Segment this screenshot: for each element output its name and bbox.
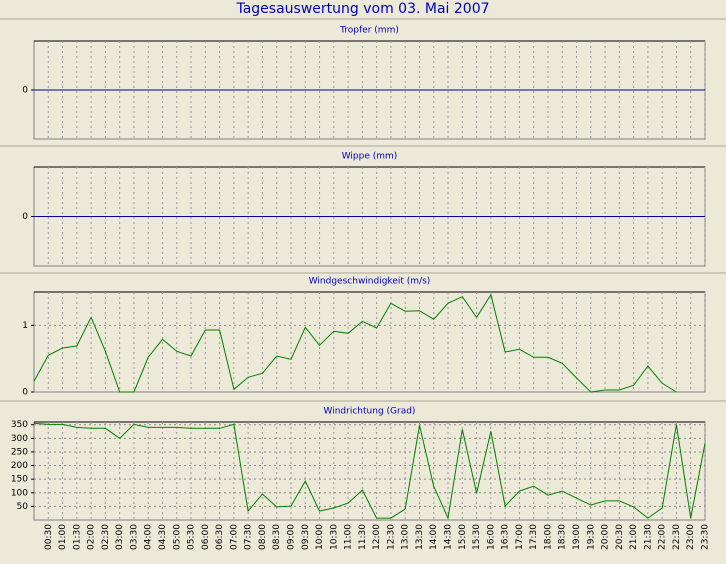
x-tick-label: 13:30 <box>415 524 425 550</box>
x-tick-label: 21:00 <box>629 524 639 550</box>
x-tick-label: 03:00 <box>115 524 125 550</box>
y-tick-label: 0 <box>22 212 28 222</box>
x-tick-label: 16:00 <box>486 524 496 550</box>
plot-area <box>33 421 706 521</box>
x-tick-label: 08:30 <box>272 524 282 550</box>
x-tick-label: 12:00 <box>372 524 382 550</box>
y-tick-label: 150 <box>11 475 28 485</box>
line-series <box>33 422 706 520</box>
y-tick-label: 0 <box>22 388 28 398</box>
y-tick-label: 200 <box>11 461 28 471</box>
x-tick-label: 07:30 <box>244 524 254 550</box>
x-tick-label: 20:30 <box>615 524 625 550</box>
x-tick-label: 21:30 <box>643 524 653 550</box>
x-tick-label: 02:00 <box>87 524 97 550</box>
x-tick-label: 17:30 <box>529 524 539 550</box>
page-title: Tagesauswertung vom 03. Mai 2007 <box>235 1 489 17</box>
x-tick-label: 14:00 <box>429 524 439 550</box>
x-tick-label: 23:00 <box>686 524 696 550</box>
x-tick-label: 03:30 <box>129 524 139 550</box>
x-tick-label: 11:30 <box>358 524 368 550</box>
y-tick-label: 0 <box>22 86 28 96</box>
x-tick-label: 18:30 <box>558 524 568 550</box>
y-tick-label: 1 <box>22 321 28 331</box>
x-tick-label: 06:30 <box>215 524 225 550</box>
x-tick-label: 04:30 <box>158 524 168 550</box>
y-tick-label: 250 <box>11 447 28 457</box>
chart-title: Windgeschwindigkeit (m/s) <box>309 277 431 287</box>
y-tick-label: 100 <box>11 488 28 498</box>
y-tick-label: 50 <box>17 502 29 512</box>
x-tick-label: 09:30 <box>301 524 311 550</box>
x-tick-label: 00:30 <box>44 524 54 550</box>
x-tick-label: 22:30 <box>672 524 682 550</box>
x-tick-label: 08:00 <box>258 524 268 550</box>
x-tick-label: 12:30 <box>386 524 396 550</box>
chart-title: Windrichtung (Grad) <box>324 407 416 417</box>
x-tick-label: 20:00 <box>601 524 611 550</box>
x-tick-label: 16:30 <box>501 524 511 550</box>
x-tick-label: 10:00 <box>315 524 325 550</box>
x-tick-label: 17:00 <box>515 524 525 550</box>
x-tick-label: 07:00 <box>229 524 239 550</box>
x-tick-label: 18:00 <box>543 524 553 550</box>
chart-title: Tropfer (mm) <box>339 26 399 36</box>
x-tick-label: 23:30 <box>701 524 711 550</box>
x-tick-label: 01:30 <box>72 524 82 550</box>
x-tick-label: 19:30 <box>586 524 596 550</box>
chart-title: Wippe (mm) <box>342 152 398 162</box>
x-tick-label: 19:00 <box>572 524 582 550</box>
line-series <box>33 293 677 393</box>
x-tick-label: 02:30 <box>101 524 111 550</box>
x-tick-label: 10:30 <box>329 524 339 550</box>
y-tick-label: 300 <box>11 434 28 444</box>
x-tick-label: 01:00 <box>58 524 68 550</box>
x-tick-label: 05:00 <box>172 524 182 550</box>
x-tick-label: 22:00 <box>658 524 668 550</box>
x-tick-label: 13:00 <box>401 524 411 550</box>
y-tick-label: 350 <box>11 420 28 430</box>
x-tick-label: 06:00 <box>201 524 211 550</box>
x-tick-label: 15:00 <box>458 524 468 550</box>
x-tick-label: 05:30 <box>187 524 197 550</box>
x-tick-label: 11:00 <box>344 524 354 550</box>
x-tick-label: 15:30 <box>472 524 482 550</box>
plot-area <box>33 291 706 393</box>
x-tick-label: 09:00 <box>286 524 296 550</box>
x-tick-label: 04:00 <box>144 524 154 550</box>
x-tick-label: 14:30 <box>444 524 454 550</box>
